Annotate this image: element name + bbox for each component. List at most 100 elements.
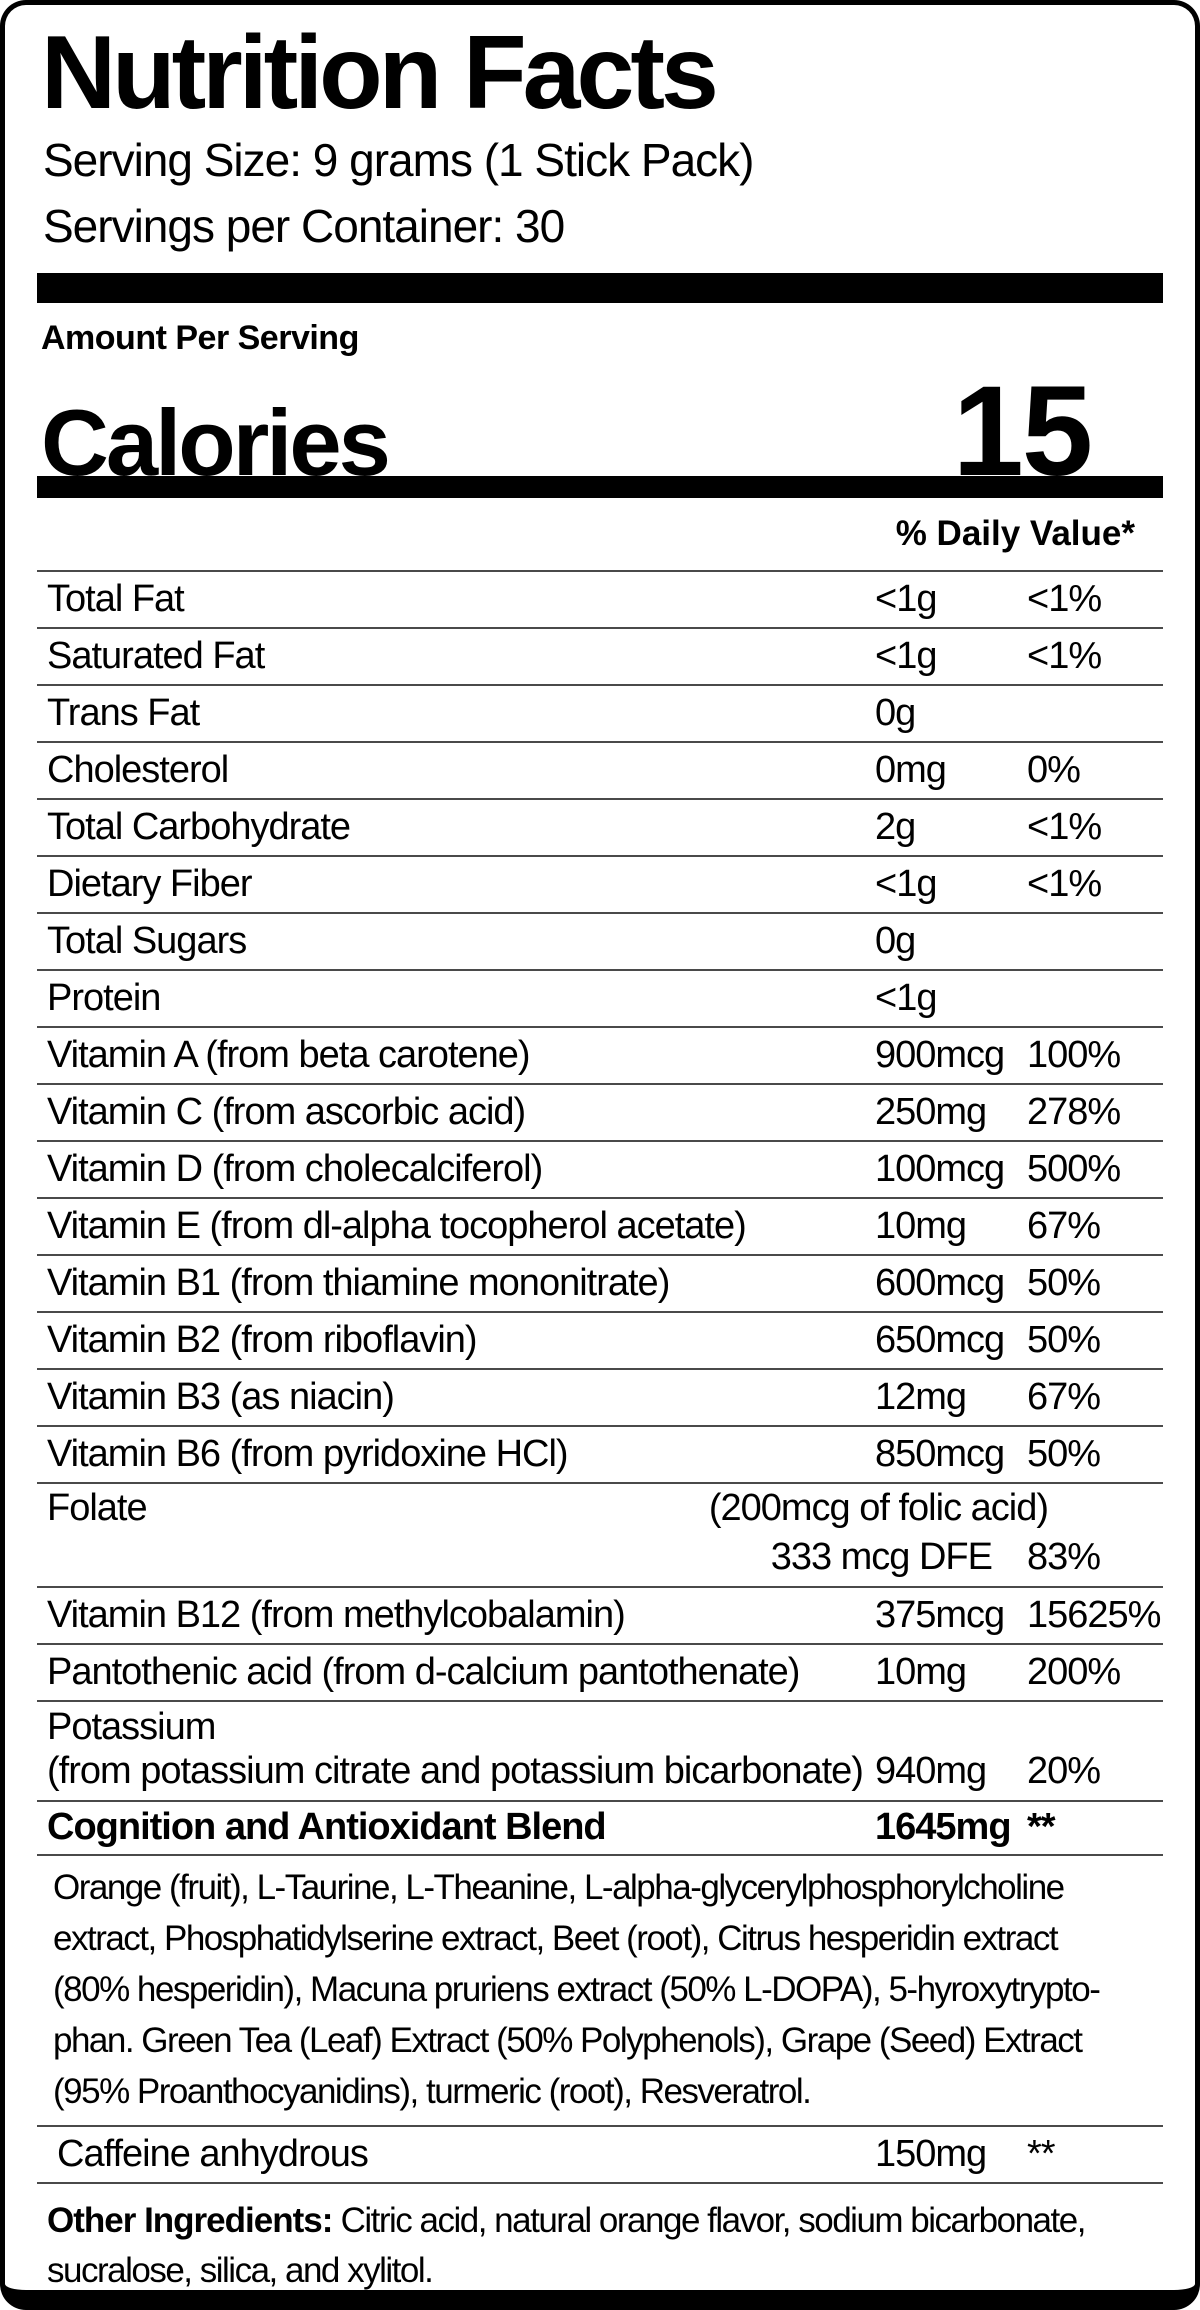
- nutrient-name: Pantothenic acid (from d-calcium pantoth…: [47, 1650, 800, 1693]
- other-ingredients-text: Citric acid, natural orange flavor, sodi…: [47, 2200, 1086, 2290]
- nutrient-percent: 0%: [1027, 748, 1081, 791]
- caffeine-row: Caffeine anhydrous 150mg **: [37, 2127, 1163, 2184]
- folate-line1: Folate (200mcg of folic acid): [47, 1484, 1163, 1534]
- nutrient-name: Vitamin B6 (from pyridoxine HCl): [47, 1432, 569, 1475]
- nutrient-name: Cholesterol: [47, 748, 229, 791]
- folate-name: Folate: [47, 1487, 148, 1530]
- potassium-source: (from potassium citrate and potassium bi…: [47, 1750, 864, 1793]
- nutrient-rows-secondary: Vitamin B12 (from methylcobalamin) 375mcg…: [37, 1588, 1163, 1702]
- nutrient-amount: 10mg: [875, 1204, 967, 1247]
- nutrient-name: Vitamin B12 (from methylcobalamin): [47, 1593, 626, 1636]
- nutrient-row: Dietary Fiber <1g <1%: [37, 857, 1163, 914]
- folate-amount: 333 mcg DFE: [770, 1536, 993, 1579]
- amount-per-serving-label: Amount Per Serving: [41, 318, 359, 357]
- nutrient-name: Saturated Fat: [47, 634, 265, 677]
- blend-amount: 1645mg: [875, 1806, 1012, 1849]
- nutrient-amount: 10mg: [875, 1650, 967, 1693]
- nutrient-row: Vitamin B12 (from methylcobalamin) 375mcg…: [37, 1588, 1163, 1645]
- nutrient-row: Vitamin B6 (from pyridoxine HCl) 850mcg 50…: [37, 1427, 1163, 1484]
- nutrient-percent: 67%: [1027, 1204, 1101, 1247]
- folate-percent: 83%: [1027, 1536, 1101, 1579]
- potassium-percent: 20%: [1027, 1750, 1101, 1793]
- nutrient-amount: 100mcg: [875, 1147, 1005, 1190]
- nutrient-name: Vitamin B2 (from riboflavin): [47, 1318, 478, 1361]
- nutrient-percent: <1%: [1027, 634, 1102, 677]
- label-title: Nutrition Facts: [41, 15, 719, 131]
- blend-row: Cognition and Antioxidant Blend 1645mg *…: [37, 1802, 1163, 1856]
- serving-size: Serving Size: 9 grams (1 Stick Pack): [43, 134, 754, 187]
- nutrient-name: Vitamin D (from cholecalciferol): [47, 1147, 543, 1190]
- nutrient-amount: 12mg: [875, 1375, 967, 1418]
- folate-line2: 333 mcg DFE 83%: [47, 1534, 1163, 1582]
- nutrient-amount: <1g: [875, 976, 937, 1019]
- nutrient-percent: 200%: [1027, 1650, 1121, 1693]
- nutrient-amount: <1g: [875, 577, 937, 620]
- nutrient-amount: 900mcg: [875, 1033, 1005, 1076]
- blend-percent: **: [1027, 1806, 1056, 1849]
- nutrient-row: Vitamin C (from ascorbic acid) 250mg 278%: [37, 1085, 1163, 1142]
- nutrient-amount: 0g: [875, 919, 916, 962]
- daily-value-header: % Daily Value*: [37, 498, 1163, 572]
- nutrient-row: Total Fat <1g <1%: [37, 572, 1163, 629]
- nutrient-percent: <1%: [1027, 862, 1102, 905]
- nutrient-row: Trans Fat 0g: [37, 686, 1163, 743]
- nutrient-name: Dietary Fiber: [47, 862, 253, 905]
- caffeine-percent: **: [1027, 2132, 1056, 2175]
- nutrient-row: Vitamin A (from beta carotene) 900mcg 100%: [37, 1028, 1163, 1085]
- nutrient-percent: 500%: [1027, 1147, 1121, 1190]
- nutrient-percent: 100%: [1027, 1033, 1121, 1076]
- nutrient-name: Protein: [47, 976, 161, 1019]
- nutrient-name: Trans Fat: [47, 691, 200, 734]
- nutrient-amount: 250mg: [875, 1090, 987, 1133]
- nutrient-percent: 50%: [1027, 1432, 1101, 1475]
- nutrient-name: Total Sugars: [47, 919, 247, 962]
- nutrient-row: Vitamin B2 (from riboflavin) 650mcg 50%: [37, 1313, 1163, 1370]
- nutrient-name: Vitamin B3 (as niacin): [47, 1375, 395, 1418]
- nutrient-name: Total Fat: [47, 577, 185, 620]
- blend-name: Cognition and Antioxidant Blend: [47, 1806, 607, 1849]
- nutrient-name: Total Carbohydrate: [47, 805, 351, 848]
- nutrient-amount: 0mg: [875, 748, 947, 791]
- nutrient-name: Vitamin E (from dl-alpha tocopherol acet…: [47, 1204, 747, 1247]
- nutrient-amount: <1g: [875, 634, 937, 677]
- nutrient-name: Vitamin B1 (from thiamine mononitrate): [47, 1261, 670, 1304]
- nutrient-rows-main: Total Fat <1g <1% Saturated Fat <1g <1% Trans …: [37, 572, 1163, 1484]
- nutrient-percent: 15625%: [1027, 1593, 1161, 1636]
- nutrient-row: Vitamin D (from cholecalciferol) 100mcg 50…: [37, 1142, 1163, 1199]
- nutrient-row: Saturated Fat <1g <1%: [37, 629, 1163, 686]
- other-ingredients-label: Other Ingredients:: [47, 2200, 333, 2240]
- nutrient-row: Cholesterol 0mg 0%: [37, 743, 1163, 800]
- servings-per-container: Servings per Container: 30: [43, 199, 565, 252]
- calories-row: Calories 15: [37, 358, 1163, 503]
- nutrient-percent: <1%: [1027, 805, 1102, 848]
- nutrient-row: Total Carbohydrate 2g <1%: [37, 800, 1163, 857]
- nutrient-amount: 650mcg: [875, 1318, 1005, 1361]
- nutrient-name: Vitamin C (from ascorbic acid): [47, 1090, 526, 1133]
- nutrient-percent: <1%: [1027, 577, 1102, 620]
- nutrient-row: Vitamin B1 (from thiamine mononitrate) 60…: [37, 1256, 1163, 1313]
- nutrient-amount: 2g: [875, 805, 916, 848]
- nutrient-row: Total Sugars 0g: [37, 914, 1163, 971]
- nutrient-row: Pantothenic acid (from d-calcium pantoth…: [37, 1645, 1163, 1702]
- nutrient-percent: 67%: [1027, 1375, 1101, 1418]
- caffeine-name: Caffeine anhydrous: [57, 2132, 369, 2175]
- other-ingredients: Other Ingredients: Citric acid, natural …: [37, 2184, 1163, 2290]
- nutrient-amount: 375mcg: [875, 1593, 1005, 1636]
- caffeine-amount: 150mg: [875, 2132, 987, 2175]
- medium-divider-bar: [37, 475, 1163, 498]
- nutrient-row: Protein <1g: [37, 971, 1163, 1028]
- potassium-amount: 940mg: [875, 1750, 987, 1793]
- blend-ingredients: Orange (fruit), L-Taurine, L-Theanine, L…: [37, 1856, 1163, 2127]
- potassium-name: Potassium: [47, 1706, 216, 1749]
- nutrient-percent: 278%: [1027, 1090, 1121, 1133]
- folate-note: (200mcg of folic acid): [708, 1487, 1049, 1530]
- nutrient-amount: <1g: [875, 862, 937, 905]
- folate-row: Folate (200mcg of folic acid) 333 mcg DF…: [37, 1484, 1163, 1588]
- nutrient-amount: 0g: [875, 691, 916, 734]
- potassium-row: Potassium (from potassium citrate and po…: [37, 1702, 1163, 1802]
- potassium-line2: (from potassium citrate and potassium bi…: [47, 1750, 1163, 1794]
- nutrient-name: Vitamin A (from beta carotene): [47, 1033, 531, 1076]
- calories-value: 15: [952, 359, 1093, 503]
- nutrient-amount: 600mcg: [875, 1261, 1005, 1304]
